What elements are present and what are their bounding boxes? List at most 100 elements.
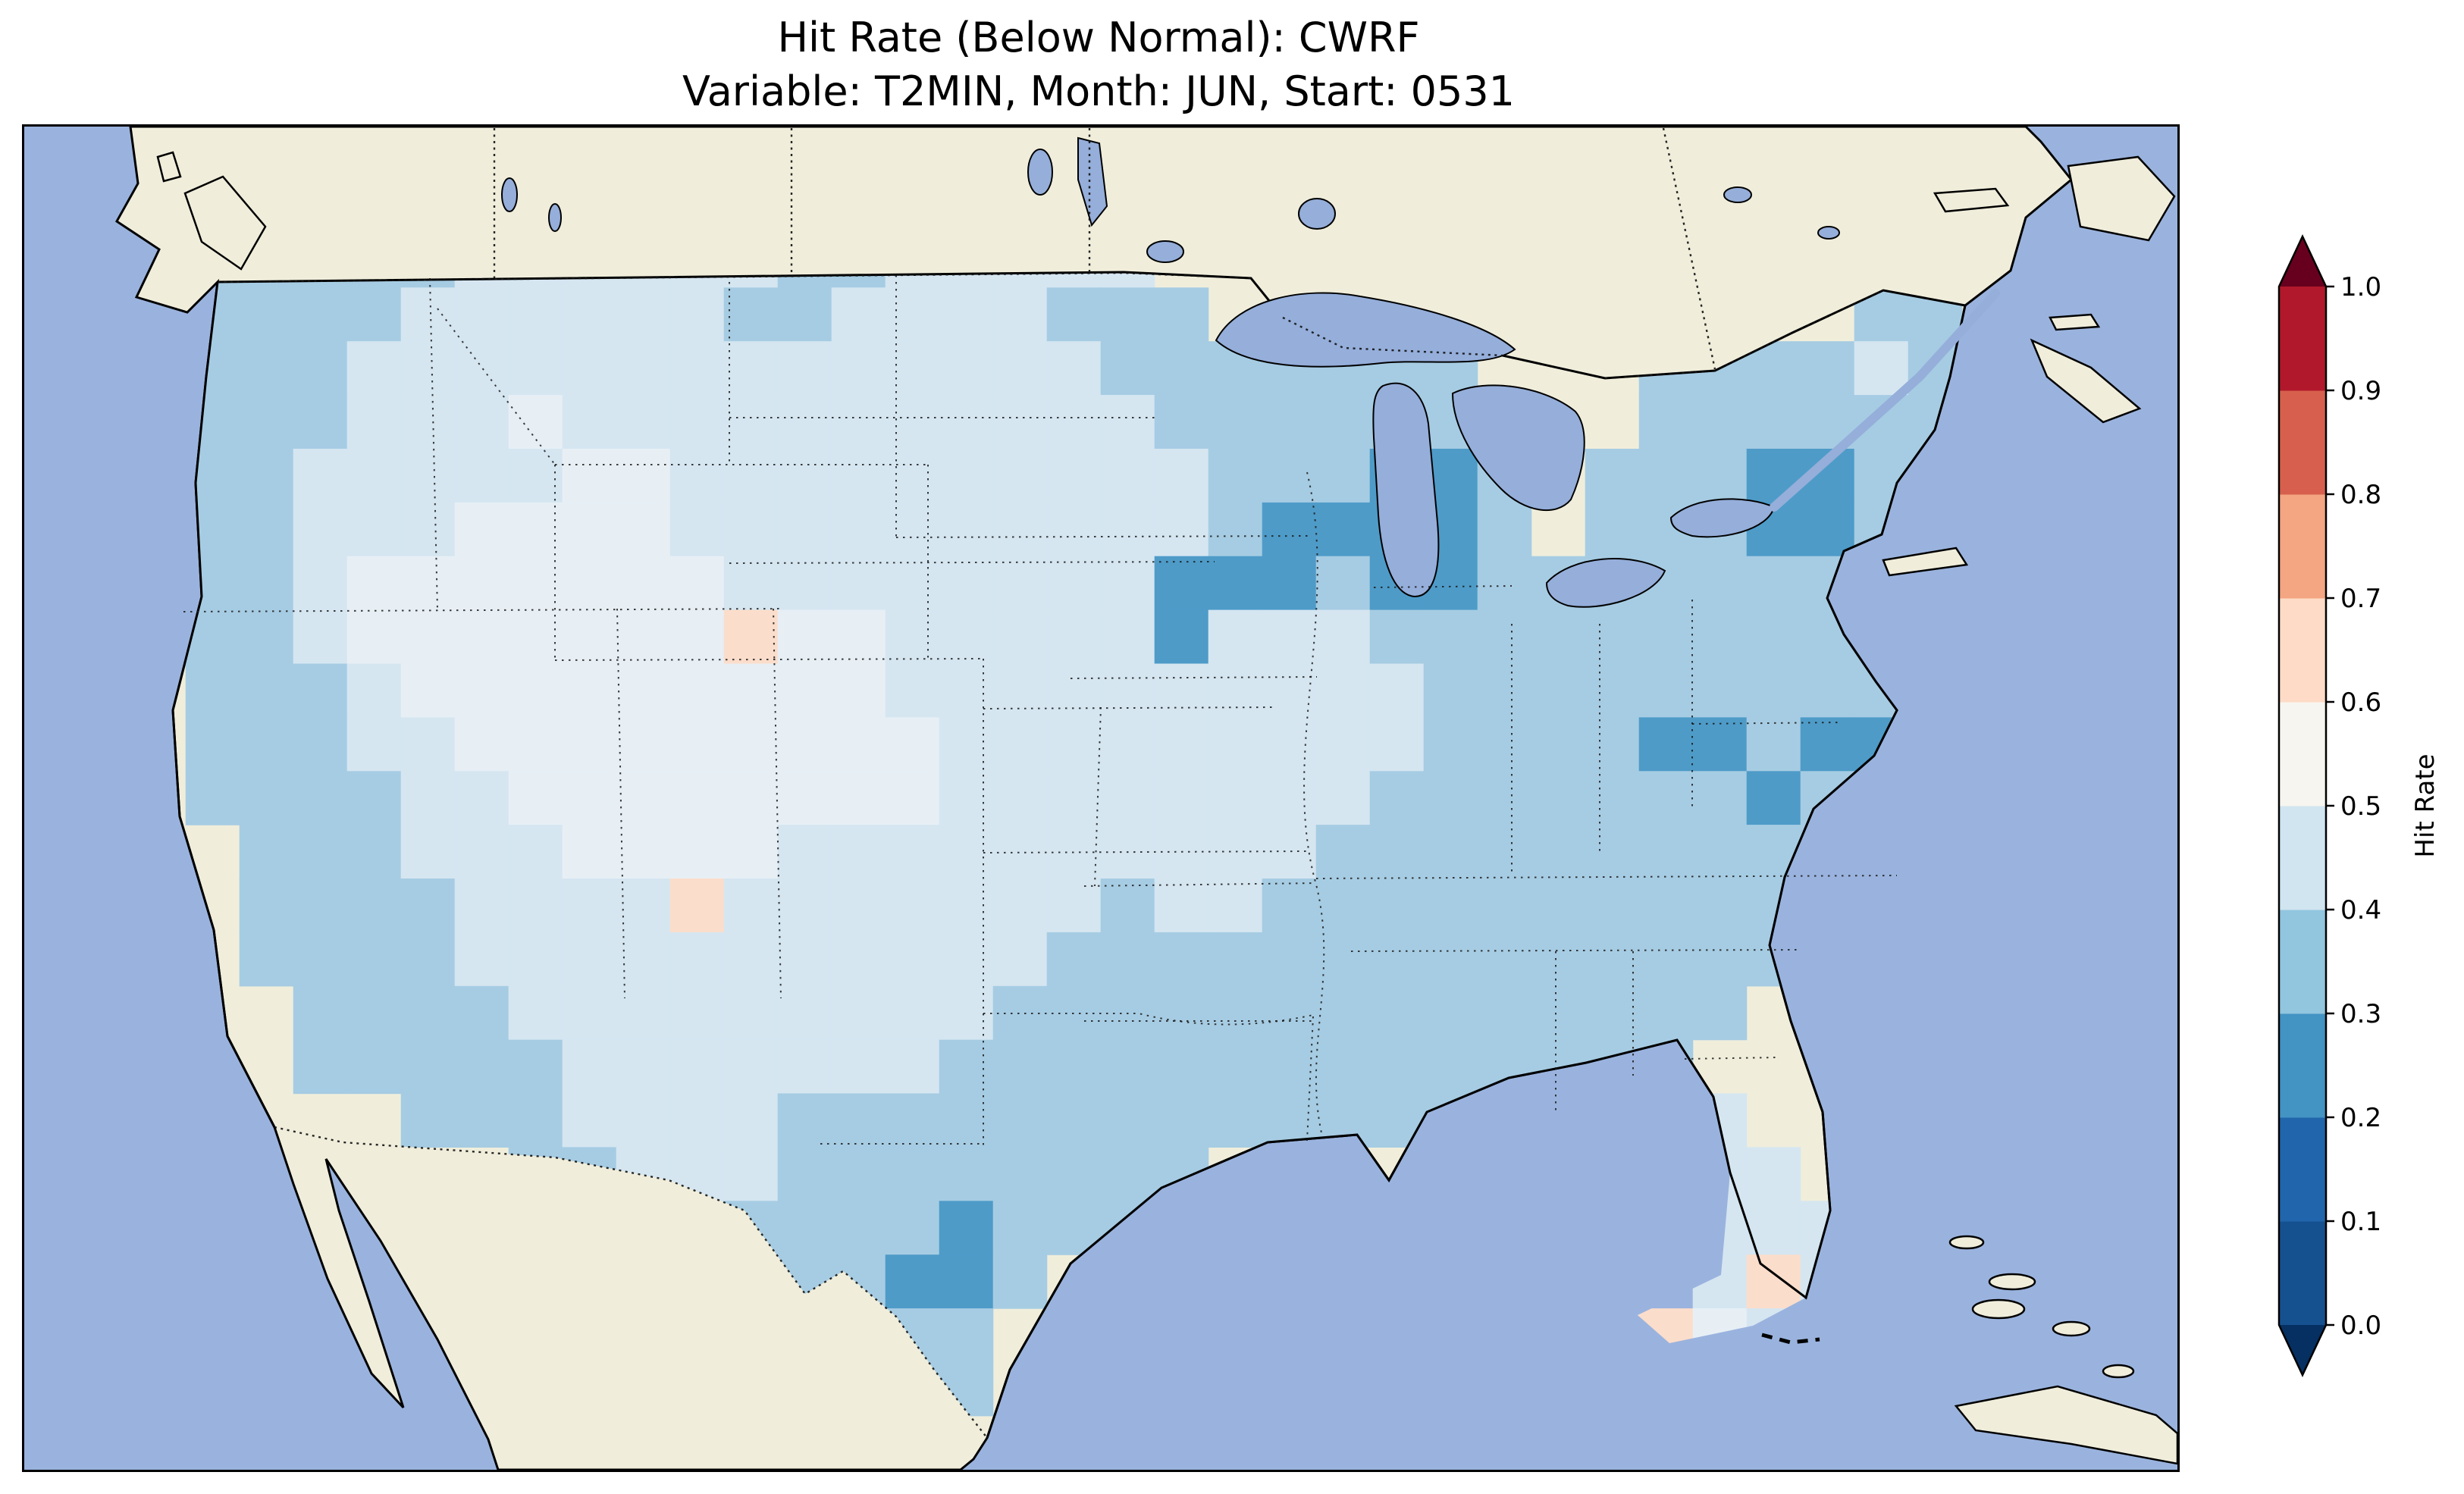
hit-rate-cell xyxy=(992,449,1048,503)
hit-rate-cell xyxy=(508,449,563,503)
hit-rate-cell xyxy=(239,932,294,987)
hit-rate-cell xyxy=(616,1039,671,1095)
hit-rate-cell xyxy=(723,395,779,449)
hit-rate-cell xyxy=(454,985,509,1041)
colorbar-tick-label: 0.5 xyxy=(2340,791,2381,822)
hit-rate-cell xyxy=(939,771,994,825)
hit-rate-cell xyxy=(1369,771,1425,825)
map-frame xyxy=(22,124,2180,1472)
hit-rate-cell xyxy=(1262,717,1317,772)
hit-rate-cell xyxy=(1046,1039,1102,1095)
hit-rate-cell xyxy=(777,556,832,611)
hit-rate-cell xyxy=(616,502,671,557)
us-map xyxy=(24,127,2177,1470)
hit-rate-cell xyxy=(239,717,294,772)
hit-rate-cell xyxy=(562,287,617,342)
hit-rate-cell xyxy=(1423,663,1478,718)
hit-rate-cell xyxy=(723,1147,779,1201)
hit-rate-cell xyxy=(1531,985,1586,1041)
hit-rate-cell xyxy=(1100,449,1155,503)
hit-rate-cell xyxy=(1154,449,1209,503)
hit-rate-cell xyxy=(454,449,509,503)
hit-rate-cell xyxy=(1692,932,1748,987)
colorbar-segment xyxy=(2279,1117,2326,1222)
hit-rate-cell xyxy=(454,341,509,396)
hit-rate-cell xyxy=(1585,985,1640,1041)
hit-rate-cell xyxy=(669,879,725,933)
hit-rate-cell xyxy=(831,932,886,987)
hit-rate-cell xyxy=(293,663,348,718)
hit-rate-cell xyxy=(885,932,940,987)
hit-rate-cell xyxy=(777,609,832,665)
hit-rate-cell xyxy=(939,395,994,449)
hit-rate-cell xyxy=(723,771,779,825)
hit-rate-cell xyxy=(1208,717,1263,772)
hit-rate-cell xyxy=(1046,879,1102,933)
hit-rate-cell xyxy=(616,825,671,879)
colorbar-segment xyxy=(2279,806,2326,910)
hit-rate-cell xyxy=(1100,1093,1155,1148)
hit-rate-cell xyxy=(239,879,294,933)
hit-rate-cell xyxy=(1854,395,1909,449)
hit-rate-cell xyxy=(669,825,725,879)
hit-rate-cell xyxy=(1100,287,1155,342)
hit-rate-cell xyxy=(1208,1093,1263,1148)
quebec-lake xyxy=(1723,186,1752,203)
hit-rate-cell xyxy=(1585,771,1640,825)
hit-rate-cell xyxy=(1100,395,1155,449)
colorbar-segment xyxy=(2279,1013,2326,1118)
hit-rate-cell xyxy=(239,341,294,396)
hit-rate-cell xyxy=(1369,879,1425,933)
hit-rate-cell xyxy=(669,771,725,825)
hit-rate-cell xyxy=(1154,502,1209,557)
hit-rate-cell xyxy=(777,663,832,718)
lake-michigan xyxy=(1372,382,1440,598)
hit-rate-cell xyxy=(669,1093,725,1148)
hit-rate-cell xyxy=(1262,449,1317,503)
colorbar: 1.0 0.9 0.8 0.7 0.6 0.5 0.4 0.3 0.2 0.1 0.0 Hit Ra… xyxy=(2277,234,2440,1377)
hit-rate-cell xyxy=(777,449,832,503)
hit-rate-cell xyxy=(454,502,509,557)
hit-rate-cell xyxy=(562,879,617,933)
hit-rate-cell xyxy=(723,449,779,503)
hit-rate-cell xyxy=(1208,879,1263,933)
hit-rate-cell xyxy=(454,556,509,611)
hit-rate-cell xyxy=(454,395,509,449)
hit-rate-cell xyxy=(885,341,940,396)
hit-rate-cell xyxy=(562,771,617,825)
hit-rate-cell xyxy=(777,395,832,449)
hit-rate-cell xyxy=(1746,1254,1801,1309)
hit-rate-cell xyxy=(1154,341,1209,396)
hit-rate-cell xyxy=(939,717,994,772)
hit-rate-cell xyxy=(1100,879,1155,933)
chart-title: Hit Rate (Below Normal): CWRF xyxy=(777,14,1420,61)
colorbar-tick-label: 1.0 xyxy=(2340,272,2381,302)
figure-titles: Hit Rate (Below Normal): CWRF Variable: … xyxy=(22,11,2175,119)
hit-rate-cell xyxy=(1315,449,1371,503)
hit-rate-cell xyxy=(1477,609,1532,665)
chart-subtitle: Variable: T2MIN, Month: JUN, Start: 0531 xyxy=(682,67,1516,116)
hit-rate-cell xyxy=(454,825,509,879)
hit-rate-cell xyxy=(1638,932,1694,987)
hit-rate-cell xyxy=(239,395,294,449)
hit-rate-cell xyxy=(508,932,563,987)
hit-rate-cell xyxy=(400,449,456,503)
hit-rate-cell xyxy=(1208,985,1263,1041)
hit-rate-cell xyxy=(400,395,456,449)
hit-rate-cell xyxy=(400,932,456,987)
hit-rate-cell xyxy=(939,1201,994,1255)
hit-rate-cell xyxy=(1100,663,1155,718)
hit-rate-cell xyxy=(939,1308,994,1363)
hit-rate-cell xyxy=(454,609,509,665)
hit-rate-cell xyxy=(1100,272,1155,288)
state-borders xyxy=(183,275,1898,1145)
hit-rate-cell xyxy=(1100,556,1155,611)
anticosti-island xyxy=(1933,187,2010,213)
hit-rate-cell xyxy=(1638,985,1694,1041)
colorbar-tick-label: 0.6 xyxy=(2340,687,2381,718)
hit-rate-cell xyxy=(1638,879,1694,933)
hit-rate-cell xyxy=(1585,879,1640,933)
bahama-island xyxy=(1971,1298,2026,1320)
hit-rate-cell xyxy=(1154,556,1209,611)
